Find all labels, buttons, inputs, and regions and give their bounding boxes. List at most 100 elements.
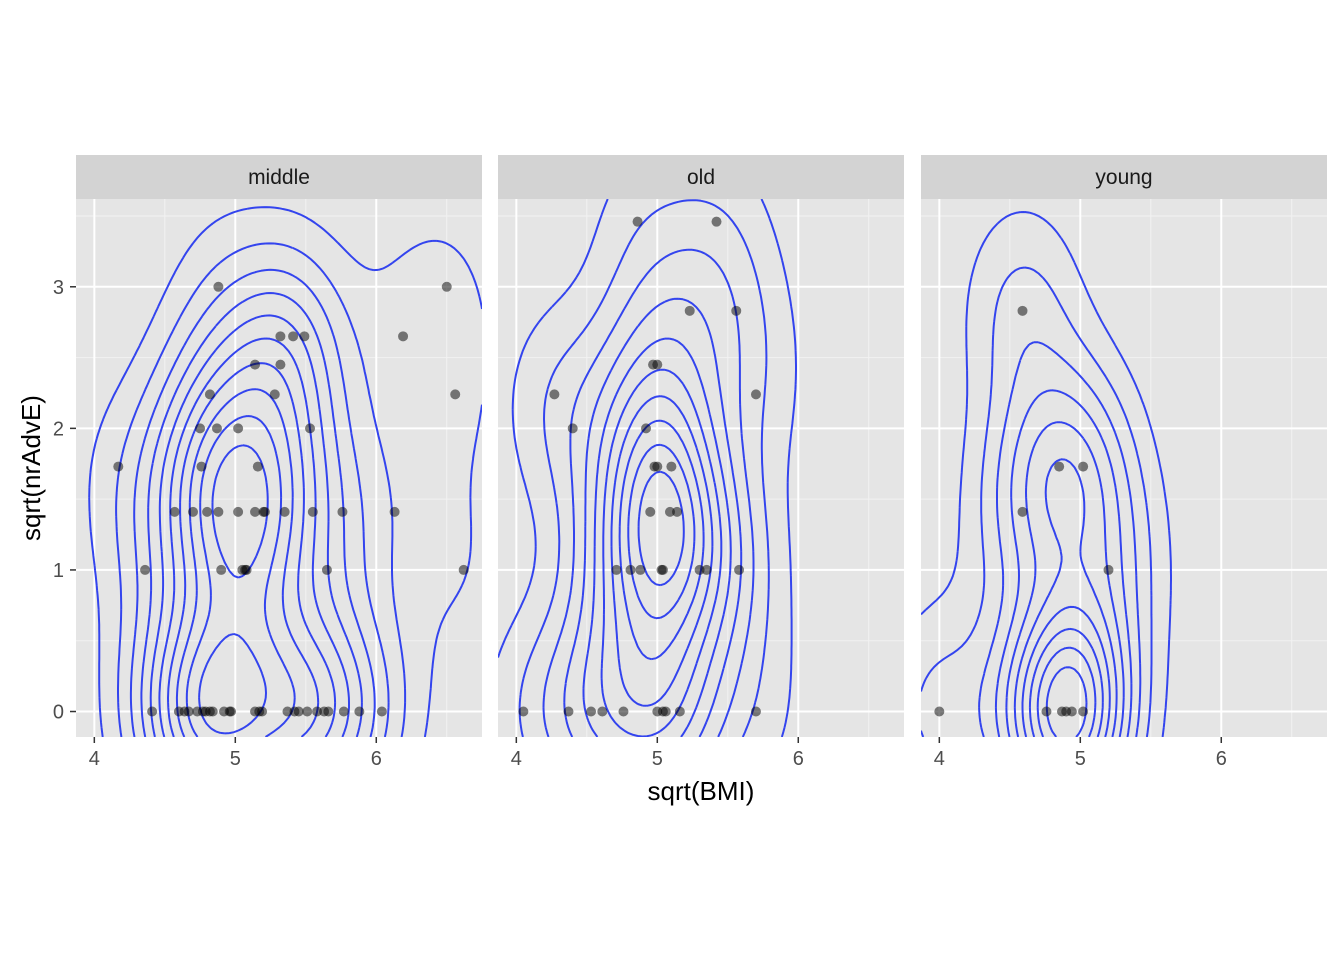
contour-line (600, 368, 723, 737)
data-point (934, 706, 945, 717)
facet-strip (76, 155, 482, 199)
facet-strip-label: young (1095, 166, 1152, 189)
data-point (1017, 506, 1028, 517)
contour-line (140, 292, 376, 737)
data-point (307, 506, 318, 517)
data-point (618, 706, 629, 717)
y-tick-label: 1 (53, 560, 64, 582)
data-point (337, 506, 348, 517)
y-tick-label: 0 (53, 702, 64, 724)
x-axis-title: sqrt(BMI) (648, 776, 755, 806)
y-tick-label: 3 (53, 277, 64, 299)
data-point (711, 216, 722, 227)
data-point (734, 564, 745, 575)
contour-line (129, 268, 390, 737)
data-point (645, 506, 656, 517)
panel-background (921, 199, 1327, 737)
facet-strip (498, 155, 904, 199)
facet-strip-label: middle (248, 166, 310, 189)
data-point (731, 305, 742, 316)
data-point (188, 506, 199, 517)
data-point (1078, 461, 1089, 472)
data-point (169, 506, 180, 517)
data-point (250, 359, 261, 370)
data-point (635, 564, 646, 575)
contour-line (149, 314, 363, 737)
data-point (305, 423, 316, 434)
contour-line (582, 337, 732, 737)
data-point (563, 706, 574, 717)
contour-line (1013, 458, 1118, 737)
contour-line (1028, 627, 1104, 737)
data-point (275, 331, 286, 342)
data-point (701, 564, 712, 575)
x-tick-label: 4 (934, 748, 945, 770)
contour-line (175, 388, 320, 737)
data-point (216, 564, 227, 575)
contour-line (498, 199, 797, 737)
data-point (1066, 706, 1077, 717)
data-point (299, 331, 310, 342)
contour-line (921, 266, 1153, 737)
data-point (660, 706, 671, 717)
data-point (597, 706, 608, 717)
data-point (207, 706, 218, 717)
y-tick-label: 2 (53, 418, 64, 440)
x-tick-label: 5 (230, 748, 241, 770)
facet-young: young 4 5 6 (921, 155, 1327, 770)
data-point (1017, 305, 1028, 316)
data-point (250, 506, 261, 517)
data-point (664, 506, 675, 517)
data-point (113, 461, 124, 472)
x-tick-label: 6 (371, 748, 382, 770)
data-point (611, 564, 622, 575)
facet-strip-label: old (687, 166, 715, 189)
data-point (450, 389, 461, 400)
data-point (204, 389, 215, 400)
data-point (282, 706, 293, 717)
data-point (666, 461, 677, 472)
contour-line (627, 443, 696, 620)
data-point (1041, 706, 1052, 717)
contour-line (1005, 421, 1125, 737)
x-tick-label: 5 (652, 748, 663, 770)
x-tick-label: 4 (511, 748, 522, 770)
data-point (1103, 564, 1114, 575)
data-point (183, 706, 194, 717)
data-point (567, 423, 578, 434)
y-axis-title: sqrt(nrAdvE) (16, 395, 46, 541)
data-point (275, 359, 286, 370)
data-point (441, 281, 452, 292)
data-point (252, 461, 263, 472)
data-point (195, 423, 206, 434)
data-point (213, 506, 224, 517)
density-contours (921, 211, 1172, 737)
data-point (259, 506, 270, 517)
data-point (312, 706, 323, 717)
x-tick-label: 4 (89, 748, 100, 770)
data-point (147, 706, 158, 717)
data-point (376, 706, 387, 717)
data-point (288, 331, 299, 342)
panel-background (498, 199, 904, 737)
data-point (398, 331, 409, 342)
contour-line (1036, 646, 1097, 737)
data-point (641, 423, 652, 434)
data-point (338, 706, 349, 717)
contour-line (563, 297, 743, 737)
contour-line (158, 337, 350, 737)
data-point (586, 706, 597, 717)
data-point (750, 389, 761, 400)
data-point (389, 506, 400, 517)
data-point (279, 506, 290, 517)
contour-line (618, 419, 705, 661)
data-point (140, 564, 151, 575)
contour-line (994, 389, 1133, 737)
data-point (694, 564, 705, 575)
facet-strip (921, 155, 1327, 199)
data-point (750, 706, 761, 717)
x-tick-label: 6 (1216, 748, 1227, 770)
facet-middle: middle 4 5 6 0 1 2 3 (53, 155, 482, 770)
